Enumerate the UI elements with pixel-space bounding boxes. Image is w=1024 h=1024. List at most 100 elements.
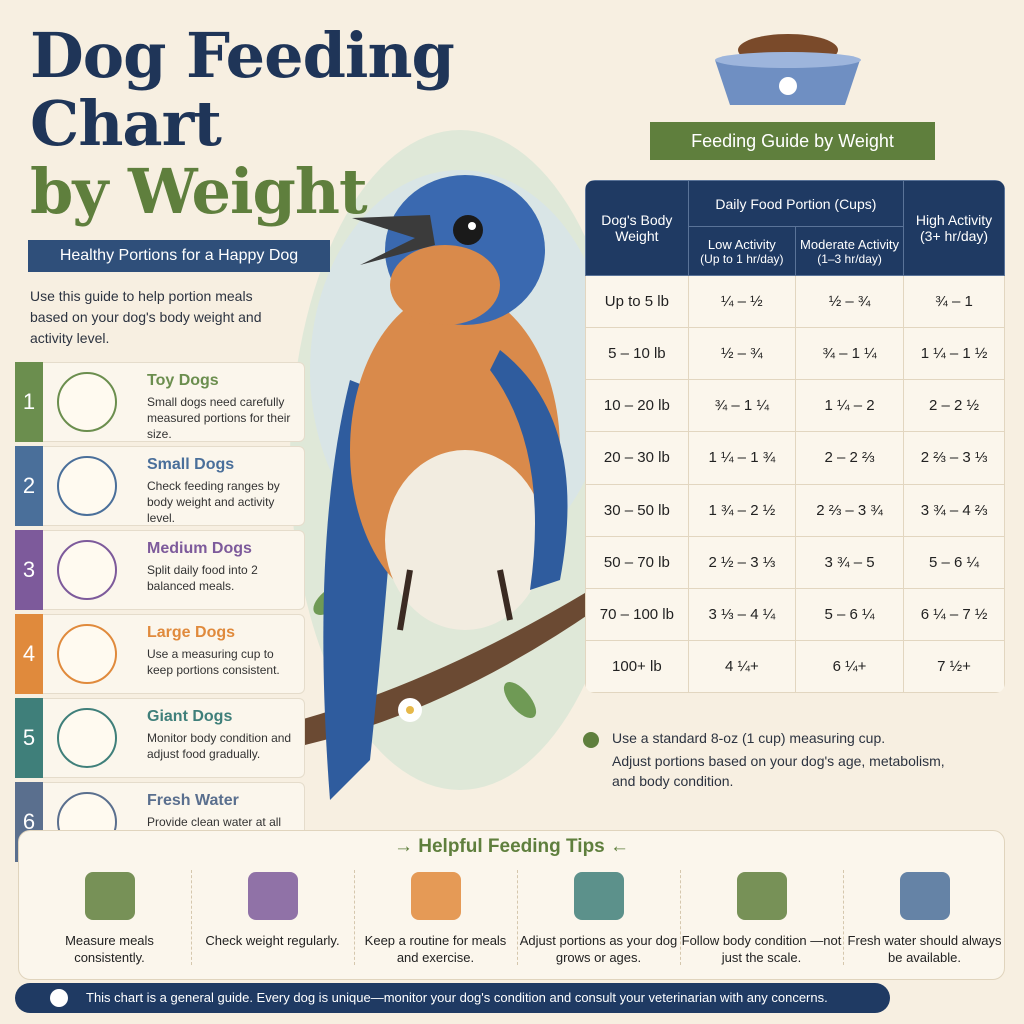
guide-ribbon: Feeding Guide by Weight (650, 122, 935, 160)
tips-title: → Helpful Feeding Tips ← (393, 836, 630, 857)
footer-text: This chart is a general guide. Every dog… (86, 990, 828, 1005)
divider (354, 870, 355, 965)
table-cell: Up to 5 lb (585, 274, 689, 329)
tip-text: Keep a routine for meals and exercise. (364, 933, 507, 965)
table-cell: 1 ¼ – 1 ½ (903, 327, 1005, 381)
table-cell: 10 – 20 lb (585, 379, 689, 433)
table-cell: 6 ¼+ (795, 639, 905, 693)
table-cell: 30 – 50 lb (585, 483, 689, 537)
step-number: 1 (15, 362, 43, 442)
bird-illustration (290, 130, 600, 800)
header-row: Low Activity (Up to 1 hr/day) Moderate Act… (586, 226, 1005, 276)
table-cell: ½ – ¾ (795, 274, 905, 329)
table-row: 100+ lb 4 ¼+ 6 ¼+ 7 ½+ (585, 639, 1005, 693)
header-cell: Dog's Body Weight (585, 180, 689, 276)
column-name: Moderate Activity (800, 236, 900, 252)
step-number: 3 (15, 530, 43, 610)
step-title: Large Dogs (147, 624, 236, 641)
step-icon (57, 540, 117, 600)
step-text: Split daily food into 2 balanced meals. (147, 563, 258, 593)
tip-icon (574, 872, 624, 920)
step-icon (57, 372, 117, 432)
paw-icon (583, 732, 599, 748)
divider (517, 870, 518, 965)
divider (680, 870, 681, 965)
step-title: Giant Dogs (147, 708, 233, 725)
table-cell: 1 ¼ – 1 ¾ (687, 431, 797, 485)
table-cell: ¾ – 1 ¼ (687, 379, 797, 433)
note: Adjust portions based on your dog's age,… (612, 753, 945, 789)
tip-icon (411, 872, 461, 920)
header-row: Dog's Body Weight Daily Food Portion (Cup… (585, 180, 1005, 276)
title-line: by Weight (30, 155, 368, 228)
footer-bar (15, 983, 890, 1013)
table-cell: 6 ¼ – 7 ½ (903, 587, 1005, 641)
note: Use a standard 8-oz (1 cup) measuring cu… (612, 730, 886, 746)
step-text: Check feeding ranges by body weight and … (147, 479, 280, 525)
title-line: Dog Feeding (30, 19, 455, 92)
step-text: Use a measuring cup to keep portions con… (147, 647, 280, 677)
footer-icon (50, 989, 68, 1007)
step-text: Small dogs need carefully measured porti… (147, 395, 291, 441)
divider (843, 870, 844, 965)
step-icon (57, 624, 117, 684)
table-cell: 3 ¾ – 4 ⅔ (903, 483, 1005, 537)
food-bowl-illustration (715, 34, 861, 105)
table-cell: 2 – 2 ⅔ (795, 431, 905, 485)
table-cell: 20 – 30 lb (585, 431, 689, 485)
step-title: Small Dogs (147, 456, 235, 473)
table-cell: 50 – 70 lb (585, 535, 689, 589)
step-number: 4 (15, 614, 43, 694)
table-cell: 100+ lb (585, 639, 689, 693)
column-detail: (3+ hr/day) (920, 228, 989, 244)
step-title: Toy Dogs (147, 372, 219, 389)
table-cell: 5 – 6 ¼ (795, 587, 905, 641)
step-icon (57, 456, 117, 516)
table-cell: 2 ⅔ – 3 ¾ (795, 483, 905, 537)
table-cell: 7 ½+ (903, 639, 1005, 693)
tips-box (18, 830, 1005, 980)
table-cell: 3 ¾ – 5 (795, 535, 905, 589)
header-cell: Moderate Activity (1–3 hr/day) (795, 226, 905, 276)
divider (191, 870, 192, 965)
table-cell: 70 – 100 lb (585, 587, 689, 641)
step-number: 2 (15, 446, 43, 526)
table-cell: ¾ – 1 (903, 274, 1005, 329)
step-text: Monitor body condition and adjust food g… (147, 731, 292, 761)
tip-text: Measure meals consistently. (65, 933, 154, 965)
table-cell: 2 – 2 ½ (903, 379, 1005, 433)
step-title: Fresh Water (147, 792, 239, 809)
column-detail: (Up to 1 hr/day) (700, 251, 784, 266)
table-cell: 1 ¼ – 2 (795, 379, 905, 433)
table-cell: 5 – 10 lb (585, 327, 689, 381)
feeding-table: Dog's Body Weight Daily Food Portion (Cup… (585, 180, 1005, 693)
header-cell: Low Activity (Up to 1 hr/day) (687, 226, 797, 276)
header-cell: Daily Food Portion (Cups) (687, 180, 905, 227)
table-cell: 2 ⅔ – 3 ⅓ (903, 431, 1005, 485)
table-cell: 4 ¼+ (687, 639, 797, 693)
table-cell: ¼ – ½ (687, 274, 797, 329)
table-cell: ½ – ¾ (687, 327, 797, 381)
column-name: High Activity (915, 212, 993, 228)
table: Dog's Body Weight Daily Food Portion (Cup… (585, 180, 1005, 693)
column-detail: (1–3 hr/day) (817, 251, 882, 266)
step-number: 5 (15, 698, 43, 778)
intro-text: Use this guide to help portion meals bas… (30, 288, 262, 346)
tip-icon (85, 872, 135, 920)
step-title: Medium Dogs (147, 540, 252, 557)
table-cell: ¾ – 1 ¼ (795, 327, 905, 381)
header-cell: High Activity (3+ hr/day) (903, 180, 1005, 276)
step-icon (57, 708, 117, 768)
tip-text: Fresh water should always be available. (847, 933, 1002, 965)
table-cell: 3 ⅓ – 4 ¼ (687, 587, 797, 641)
tip-text: Check weight regularly. (205, 933, 340, 948)
tip-icon (248, 872, 298, 920)
title-line: Chart (30, 87, 222, 160)
table-cell: 2 ½ – 3 ⅓ (687, 535, 797, 589)
subtitle-banner: Healthy Portions for a Happy Dog (28, 240, 330, 272)
